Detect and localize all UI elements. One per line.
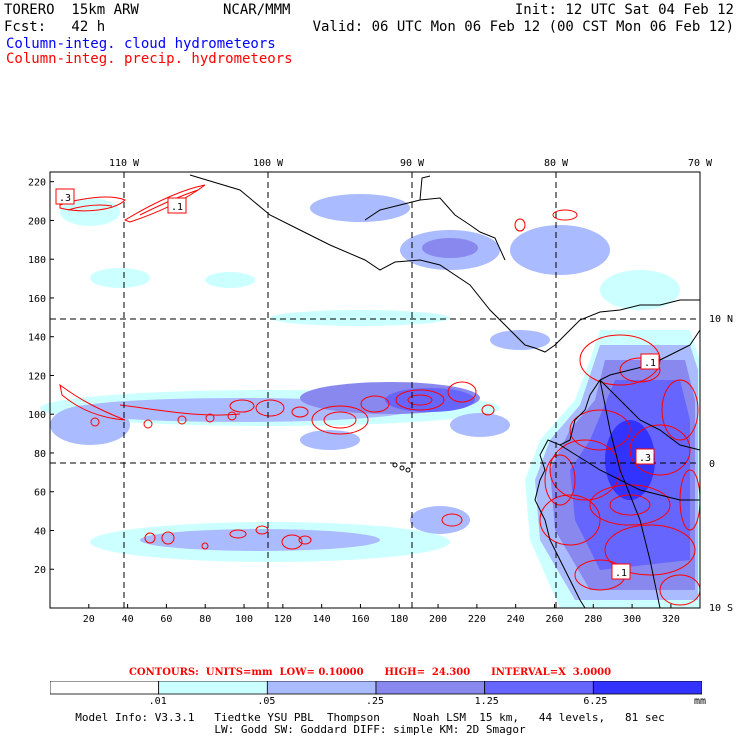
x-tick-label: 140 [313,614,331,625]
contour-label-text: .3 [639,453,651,464]
x-tick-label: 100 [235,614,253,625]
lon-label-110w: 110 W [109,158,140,169]
y-tick-label: 140 [28,333,46,344]
legend-swatch [158,681,268,695]
grid-lines [50,172,700,608]
model-info: Model Info: V3.3.1 Tiedtke YSU PBL Thomp… [75,711,665,724]
forecast-hour: Fcst: 42 h [4,19,106,35]
x-tick-label: 260 [545,614,563,625]
contour-label-box: .1 [611,563,631,580]
y-tick-label: 80 [34,449,46,460]
legend-label: .05 [257,696,276,707]
y-tick-label: 220 [28,178,46,189]
legend-swatch [50,681,160,695]
y-tick-label: 200 [28,216,46,227]
model-title: TORERO 15km ARW [4,2,139,18]
lat-labels: 10 N 0 10 S [709,314,733,614]
legend-swatch [266,681,377,695]
y-tick-label: 20 [34,565,46,576]
x-tick-label: 320 [662,614,680,625]
legend-label: .01 [148,696,167,707]
x-tick-label: 200 [429,614,447,625]
x-tick-label: 240 [507,614,525,625]
x-tick-label: 60 [160,614,172,625]
y-tick-label: 100 [28,410,46,421]
x-tick-label: 80 [199,614,211,625]
y-tick-label: 160 [28,294,46,305]
legend-swatch [484,681,594,695]
x-tick-label: 220 [468,614,486,625]
contour-label-box: .3 [635,448,655,465]
x-tick-label: 120 [274,614,292,625]
precip-field-label: Column-integ. precip. hydrometeors [6,51,293,67]
contour-label-text: .3 [59,193,71,204]
contour-label-box: .3 [55,188,75,205]
legend-unit: mm [694,696,707,707]
coastlines [189,174,701,609]
y-tick-label: 120 [28,371,46,382]
contour-label-text: .1 [615,568,627,579]
x-axis-ticks: 20 40 60 80 100 120 140 160 180 200 220 240 260 280 30… [83,604,680,625]
cloud-shading [40,194,700,608]
map-frame [49,171,701,609]
institution-label: NCAR/MMM [223,2,291,18]
lon-label-80w: 80 W [544,158,569,169]
lat-label-10s: 10 S [709,603,733,614]
contour-label-text: .1 [644,358,656,369]
legend-swatch [592,681,702,695]
contour-label-box: .1 [167,197,187,214]
legend-label: 6.25 [583,696,608,707]
lon-labels: 110 W 100 W 90 W 80 W 70 W [109,158,713,169]
contour-labels: .3 .1 .1 .3 .1 [55,188,660,580]
color-legend [50,681,702,695]
lon-label-90w: 90 W [400,158,425,169]
x-tick-label: 40 [122,614,134,625]
legend-label: 1.25 [474,696,499,707]
legend-label: .25 [366,696,385,707]
y-axis-ticks: 20 40 60 80 100 120 140 160 180 200 220 [28,178,54,576]
x-tick-label: 280 [584,614,602,625]
lon-label-70w: 70 W [688,158,713,169]
y-tick-label: 60 [34,488,46,499]
cloud-field-label: Column-integ. cloud hydrometeors [6,36,276,52]
valid-time: Valid: 06 UTC Mon 06 Feb 12 (00 CST Mon … [312,19,734,35]
lat-label-0: 0 [709,459,715,470]
x-tick-label: 20 [83,614,95,625]
x-tick-label: 180 [390,614,408,625]
lat-label-10n: 10 N [709,314,733,325]
y-tick-label: 40 [34,526,46,537]
lon-label-100w: 100 W [253,158,284,169]
legend-swatch [375,681,486,695]
contours-info: CONTOURS: UNITS=mm LOW= 0.10000 HIGH= 24… [128,667,612,678]
model-info-2: LW: Godd SW: Goddard DIFF: simple KM: 2D… [214,723,526,736]
init-time: Init: 12 UTC Sat 04 Feb 12 [514,2,734,18]
x-tick-label: 160 [351,614,369,625]
x-tick-label: 300 [623,614,641,625]
y-tick-label: 180 [28,255,46,266]
contour-label-box: .1 [640,353,660,370]
contour-label-text: .1 [171,202,183,213]
